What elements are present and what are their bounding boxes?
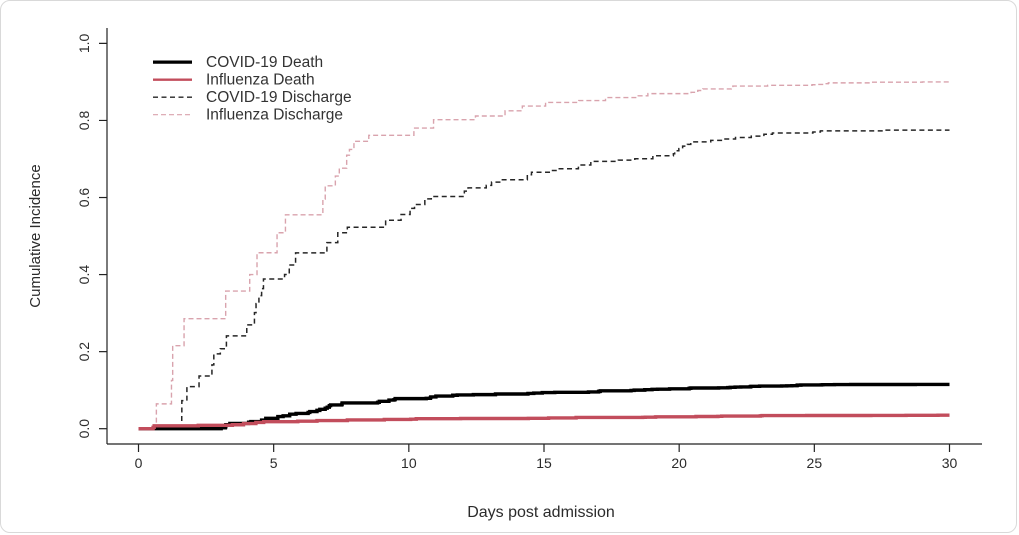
svg-text:COVID-19 Death: COVID-19 Death bbox=[206, 54, 323, 71]
svg-text:0.2: 0.2 bbox=[76, 342, 92, 362]
svg-text:Influenza Death: Influenza Death bbox=[206, 72, 315, 89]
svg-text:15: 15 bbox=[536, 455, 552, 471]
svg-text:1.0: 1.0 bbox=[76, 33, 92, 53]
svg-text:Days post admission: Days post admission bbox=[467, 504, 615, 521]
svg-text:0.6: 0.6 bbox=[76, 188, 92, 208]
svg-text:0.4: 0.4 bbox=[76, 265, 92, 285]
svg-text:Cumulative Incidence: Cumulative Incidence bbox=[27, 164, 44, 307]
svg-text:10: 10 bbox=[401, 455, 417, 471]
svg-text:25: 25 bbox=[807, 455, 823, 471]
svg-text:0.0: 0.0 bbox=[76, 419, 92, 439]
svg-text:20: 20 bbox=[671, 455, 687, 471]
svg-text:0.8: 0.8 bbox=[76, 111, 92, 131]
svg-text:5: 5 bbox=[270, 455, 278, 471]
svg-text:0: 0 bbox=[135, 455, 143, 471]
svg-text:Influenza Discharge: Influenza Discharge bbox=[206, 107, 343, 124]
svg-text:COVID-19 Discharge: COVID-19 Discharge bbox=[206, 89, 352, 106]
svg-text:30: 30 bbox=[942, 455, 958, 471]
